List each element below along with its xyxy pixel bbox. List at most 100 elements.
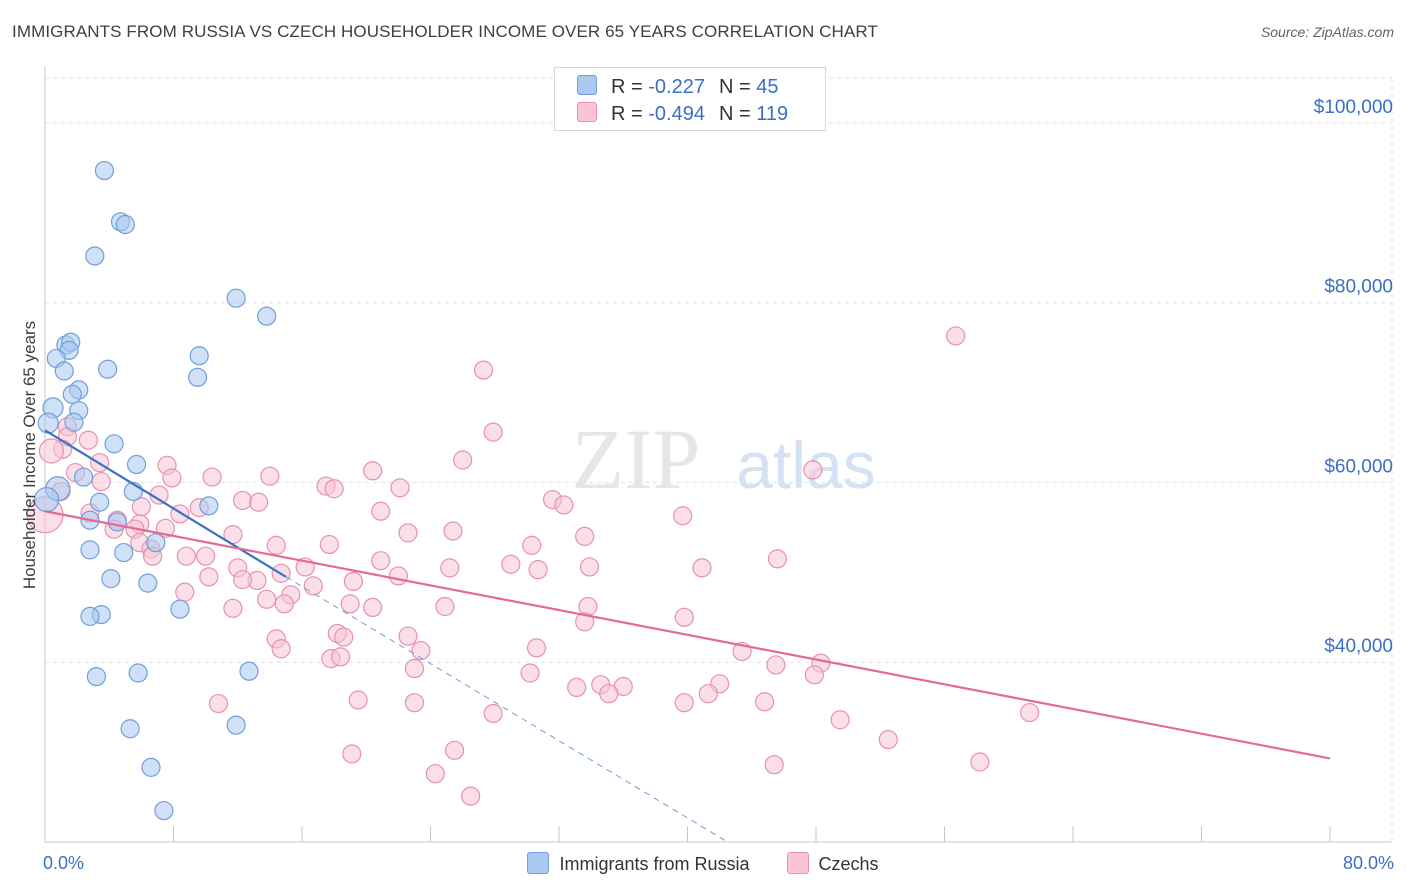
trend-lines [44, 429, 1331, 843]
russia-trend-line [44, 429, 287, 578]
czechs-swatch-icon [577, 102, 597, 122]
russia-point [90, 492, 110, 512]
czech-point [483, 703, 503, 724]
axes [44, 66, 1392, 843]
czech-point [363, 461, 383, 481]
czech-point [425, 764, 445, 784]
czech-point [319, 534, 339, 555]
russia-point [64, 412, 84, 432]
czech-point [754, 692, 775, 712]
czech-point [878, 729, 898, 750]
r-value: -0.494 [648, 103, 705, 125]
czech-point [522, 535, 542, 555]
czech-point [388, 566, 408, 586]
czech-point [398, 523, 418, 543]
russia-point [226, 715, 246, 735]
czech-point [324, 479, 344, 499]
czech-point [343, 571, 363, 591]
legend-item-czechs[interactable]: Czechs [786, 852, 879, 875]
czech-point [520, 663, 540, 683]
czech-point [764, 755, 784, 775]
czech-point [232, 490, 253, 511]
czech-point [223, 598, 243, 618]
czech-point [1020, 702, 1040, 723]
russia-trend-extension [285, 576, 728, 843]
czech-point [411, 640, 431, 661]
czech-point [371, 501, 391, 521]
russia-point [120, 719, 140, 739]
russia-point [189, 346, 209, 366]
czech-point [208, 693, 229, 714]
russia-point [85, 246, 105, 266]
watermark: ZIP atlas [572, 411, 876, 507]
n-label: N = [718, 103, 751, 125]
russia-swatch-icon [577, 75, 597, 95]
czech-point [970, 752, 990, 772]
x-tick-label-min: 0.0% [43, 853, 84, 873]
czech-point [266, 535, 286, 555]
czech-point [579, 557, 600, 577]
czech-point [274, 594, 294, 614]
russia-point [138, 573, 158, 593]
czech-point [176, 546, 196, 566]
russia-point [257, 306, 277, 326]
czech-point [330, 647, 351, 667]
n-value: 45 [756, 76, 779, 98]
russia-point [199, 496, 219, 516]
czech-point [692, 558, 712, 578]
czech-point [528, 560, 548, 580]
czech-point [599, 684, 619, 704]
czech-point [196, 546, 216, 566]
russia-point [80, 540, 100, 560]
stats-legend-row-czechs: R = -0.494 N = 119 [577, 102, 788, 126]
czech-point [398, 626, 418, 646]
czech-point [260, 466, 280, 486]
czech-point [404, 693, 425, 713]
r-value: -0.227 [648, 76, 705, 98]
russia-point [115, 214, 135, 235]
russia-point [101, 569, 121, 589]
czech-point [673, 506, 693, 526]
czech-point [440, 558, 460, 578]
czech-point [342, 744, 362, 764]
czechs-legend-icon [786, 852, 809, 874]
czech-point [698, 684, 718, 704]
czech-point [443, 521, 463, 541]
russia-point [114, 542, 134, 563]
czech-point [91, 471, 111, 492]
stats-legend: R = -0.227 N = 45 R = -0.494 N = 119 [554, 67, 826, 131]
czech-point [404, 658, 425, 679]
czech-point [257, 589, 277, 609]
czech-point [946, 326, 966, 346]
legend-label-czechs: Czechs [818, 854, 879, 874]
czech-point [444, 740, 465, 760]
czech-point [830, 710, 850, 730]
russia-point [154, 800, 174, 821]
russia-point [104, 434, 124, 454]
russia-point [226, 288, 246, 308]
czech-point [334, 627, 354, 647]
russia-point [141, 757, 161, 777]
czech-point [199, 567, 219, 587]
czech-point [453, 450, 473, 470]
russia-point [37, 412, 59, 434]
czech-point [162, 468, 182, 488]
czech-point [78, 430, 98, 450]
russia-point [54, 361, 74, 381]
czech-point [371, 551, 391, 571]
czech-point [435, 596, 455, 617]
russia-point [98, 359, 118, 379]
czech-point [501, 554, 521, 574]
russia-point [187, 367, 208, 387]
russia-point [73, 467, 94, 487]
czech-point [567, 677, 587, 698]
czech-point [674, 607, 694, 627]
russia-point [128, 663, 148, 683]
czech-point [249, 492, 269, 512]
stats-legend-row-russia: R = -0.227 N = 45 [577, 75, 778, 99]
russia-point [86, 667, 107, 687]
czech-point [340, 594, 360, 614]
legend-item-russia[interactable]: Immigrants from Russia [527, 852, 750, 875]
legend-label-russia: Immigrants from Russia [559, 854, 750, 874]
chart-title: IMMIGRANTS FROM RUSSIA VS CZECH HOUSEHOL… [12, 22, 878, 41]
